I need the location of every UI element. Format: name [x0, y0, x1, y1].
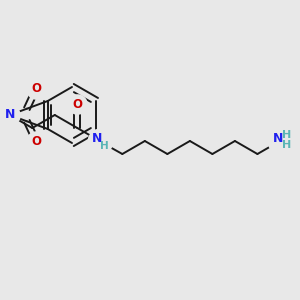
Text: H: H [100, 141, 109, 151]
Text: N: N [92, 131, 102, 145]
Point [98, 139, 102, 143]
Text: O: O [72, 98, 82, 110]
Text: H: H [282, 140, 292, 150]
Point [34, 139, 38, 144]
Text: H: H [282, 130, 292, 140]
Text: O: O [31, 82, 41, 95]
Point [8, 112, 12, 117]
Point [34, 86, 38, 91]
Text: N: N [273, 131, 283, 145]
Text: N: N [4, 109, 15, 122]
Point [75, 102, 80, 106]
Text: O: O [31, 135, 41, 148]
Point [278, 139, 282, 143]
